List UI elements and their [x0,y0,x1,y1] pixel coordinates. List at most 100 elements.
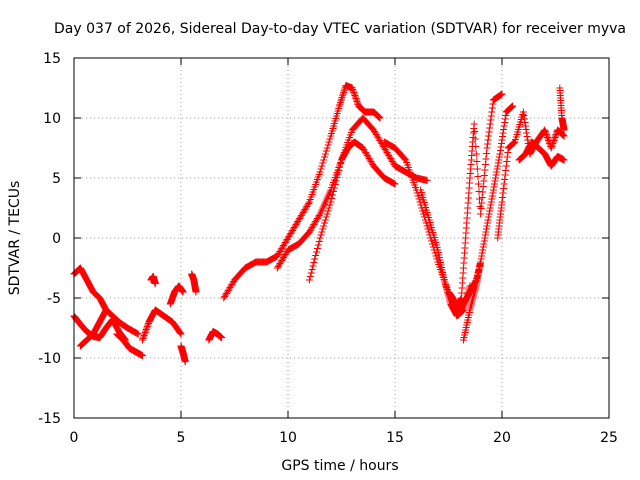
data-point [326,135,334,143]
data-point [322,213,330,221]
data-point [370,128,378,135]
data-point [424,225,432,233]
data-point [329,188,337,195]
data-point [134,330,142,338]
data-point [500,122,508,130]
data-point [376,137,384,144]
data-point [295,216,303,224]
data-point [542,131,550,138]
data-point [287,230,295,237]
data-point [315,238,323,245]
data-point [224,287,232,294]
data-point [326,201,334,209]
data-point [336,163,344,171]
data-point [482,228,490,236]
data-point [144,321,152,329]
data-point [483,222,491,230]
data-point [484,140,492,148]
data-point [274,251,282,258]
data-point [319,225,327,233]
data-point [364,153,372,161]
data-point [319,159,327,167]
data-point [363,152,371,159]
data-point [336,99,344,107]
data-point [314,241,322,249]
series-track-q [459,102,517,344]
data-point [141,330,149,338]
data-point [142,326,150,333]
x-tick-label: 5 [177,430,186,446]
data-point [290,224,298,231]
data-point [309,262,317,270]
data-point [547,144,555,152]
data-point [497,143,505,151]
data-point [279,243,287,251]
series-track-d [113,330,146,360]
data-point [362,149,370,156]
data-point [522,126,530,133]
data-point [499,189,507,197]
data-point [177,330,185,338]
data-point [470,120,478,128]
data-point [479,243,487,251]
data-point [362,150,370,158]
grid [74,58,609,418]
data-points [70,82,568,366]
data-point [488,108,496,116]
data-point [351,92,359,99]
data-point [313,216,321,224]
data-point [486,207,494,215]
data-point [366,156,374,164]
data-point [339,90,347,98]
data-point [151,280,159,288]
series-track-s [515,138,568,170]
data-point [312,252,320,259]
data-point [498,198,506,206]
data-point [551,134,559,141]
data-point [501,115,509,123]
data-point [192,288,200,296]
data-point [500,126,508,133]
data-point [311,255,319,263]
data-point [499,129,507,137]
data-point [520,112,528,119]
data-point [313,248,321,256]
data-point [480,237,488,245]
data-point [280,242,288,249]
data-point [310,221,318,228]
data-point [323,210,331,218]
data-point [334,170,342,178]
data-point [489,189,497,197]
data-point [330,184,338,192]
series-track-l [273,138,399,272]
data-point [481,231,489,239]
data-point [279,255,287,263]
x-axis-label: GPS time / hours [281,458,398,474]
data-point [523,133,531,140]
data-point [296,213,304,221]
data-point [486,120,494,128]
data-point [299,209,307,216]
data-point [387,156,395,164]
data-point [102,306,110,314]
data-point [471,128,479,135]
data-point [473,165,481,173]
data-point [220,294,228,302]
data-point [325,138,333,146]
series-track-t [556,84,568,134]
data-point [495,156,503,164]
data-point [365,155,373,162]
data-point [560,132,568,140]
data-point [325,204,333,212]
data-point [288,228,296,236]
data-point [472,150,480,158]
data-point [273,252,281,260]
data-point [298,210,306,218]
data-point [550,135,558,143]
data-point [280,240,288,248]
series-track-p [445,90,506,312]
data-point [332,177,340,185]
x-tick-label: 25 [600,430,618,446]
data-point [477,258,485,266]
data-point [488,192,496,200]
